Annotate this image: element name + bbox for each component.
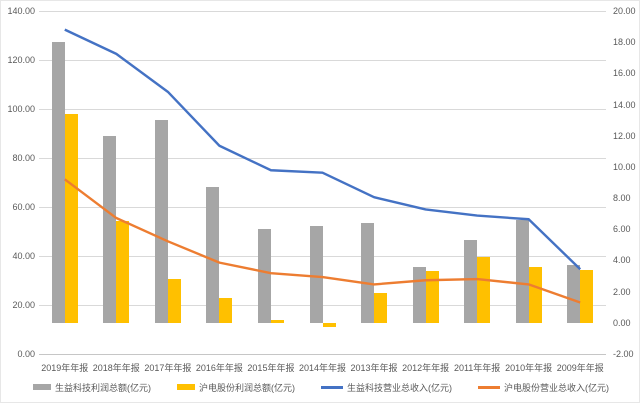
category-label: 2016年年报	[195, 363, 243, 373]
bar-shengyi-profit	[257, 229, 271, 323]
category-label: 2017年年报	[144, 363, 192, 373]
gridline	[39, 206, 606, 208]
bar-shengyi-profit	[567, 265, 581, 323]
legend-label: 生益科技营业总收入(亿元)	[347, 382, 452, 393]
bar-wus-profit	[528, 266, 542, 323]
category-label: 2018年年报	[92, 363, 140, 373]
right-axis-tick-label: 16.00	[613, 68, 636, 79]
left-axis-tick-label: 100.00	[7, 104, 35, 114]
right-axis-tick-label: 20.00	[613, 6, 636, 16]
bar-shengyi-profit	[154, 120, 168, 323]
right-axis-tick-label: 12.00	[613, 130, 636, 141]
bar-wus-profit	[219, 297, 233, 323]
legend-label: 生益科技利润总额(亿元)	[55, 382, 151, 393]
right-axis-tick-label: -2.00	[613, 349, 634, 359]
category-label: 2013年年报	[350, 363, 398, 373]
legend-item: 沪电股份利润总额(亿元)	[177, 381, 295, 394]
bar-wus-profit	[64, 113, 78, 323]
category-label: 2014年年报	[298, 363, 346, 373]
category-label: 2010年年报	[505, 363, 553, 373]
legend-label: 沪电股份利润总额(亿元)	[199, 382, 295, 393]
bar-shengyi-profit	[309, 226, 323, 323]
legend-line-swatch	[321, 385, 343, 389]
plot-area	[39, 10, 606, 355]
bar-wus-profit	[580, 269, 594, 323]
bar-shengyi-profit	[206, 187, 220, 323]
category-axis-line	[39, 353, 606, 355]
right-axis-tick-label: 6.00	[613, 224, 631, 235]
gridline	[39, 157, 606, 159]
bar-wus-profit	[116, 221, 130, 323]
legend-line-swatch	[478, 385, 500, 389]
bar-shengyi-profit	[515, 219, 529, 323]
legend: 生益科技利润总额(亿元) 沪电股份利润总额(亿元) 生益科技营业总收入(亿元) 沪电股…	[1, 377, 639, 397]
gridline	[39, 304, 606, 306]
right-axis-tick-label: 14.00	[613, 99, 636, 110]
bar-wus-profit	[322, 322, 336, 327]
left-axis-tick-label: 60.00	[12, 202, 35, 212]
category-label: 2011年年报	[453, 363, 501, 373]
bar-wus-profit	[477, 257, 491, 323]
legend-item: 生益科技利润总额(亿元)	[33, 381, 151, 394]
gridline	[39, 59, 606, 61]
left-axis-tick-label: 40.00	[12, 251, 35, 261]
line-layer	[64, 28, 582, 304]
category-label: 2012年年报	[402, 363, 450, 373]
left-axis-tick-label: 140.00	[7, 6, 35, 16]
bar-wus-profit	[374, 293, 388, 323]
right-axis-tick-label: 18.00	[613, 37, 636, 48]
bar-wus-profit	[270, 319, 284, 323]
left-axis-tick-label: 120.00	[7, 55, 35, 65]
shengyi-revenue-line	[64, 28, 582, 271]
gridline	[39, 108, 606, 110]
category-label: 2015年年报	[247, 363, 295, 373]
category-label: 2009年年报	[556, 363, 604, 373]
legend-bar-swatch	[177, 384, 195, 390]
legend-label: 沪电股份营业总收入(亿元)	[504, 382, 609, 393]
legend-bar-swatch	[33, 384, 51, 390]
legend-item: 沪电股份营业总收入(亿元)	[478, 381, 609, 394]
wus-revenue-line	[64, 178, 581, 304]
gridline	[39, 255, 606, 257]
bar-shengyi-profit	[464, 240, 478, 323]
bar-wus-profit	[425, 271, 439, 323]
legend-item: 生益科技营业总收入(亿元)	[321, 381, 452, 394]
left-axis-tick-label: 0.00	[17, 349, 35, 359]
left-axis-tick-label: 80.00	[12, 153, 35, 163]
left-axis-tick-label: 20.00	[12, 300, 35, 310]
right-axis-tick-label: 4.00	[613, 255, 631, 266]
bar-shengyi-profit	[51, 42, 65, 323]
category-label: 2019年年报	[41, 363, 89, 373]
bar-shengyi-profit	[361, 223, 375, 323]
right-axis-tick-label: 2.00	[613, 286, 631, 297]
bar-wus-profit	[167, 279, 181, 323]
gridline	[39, 10, 606, 12]
bar-shengyi-profit	[103, 135, 117, 323]
right-axis-tick-label: 10.00	[613, 161, 636, 172]
right-axis-tick-label: 0.00	[613, 317, 631, 328]
right-axis-tick-label: 8.00	[613, 193, 631, 204]
